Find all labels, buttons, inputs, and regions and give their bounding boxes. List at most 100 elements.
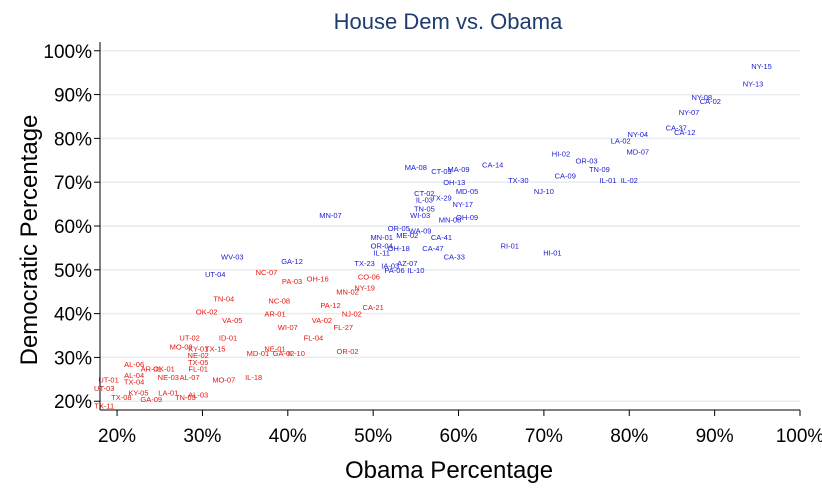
point-label: VA-02 <box>312 316 332 325</box>
point-label: GA-02 <box>273 349 295 358</box>
point-label: IL-18 <box>245 373 262 382</box>
point-label: HI-01 <box>543 248 561 257</box>
point-label: TN-03 <box>175 393 196 402</box>
point-label: NE-03 <box>158 373 179 382</box>
point-label: MN-08 <box>439 215 462 224</box>
point-label: CA-02 <box>700 97 721 106</box>
point-label: AL-03 <box>188 391 208 400</box>
point-label: FL-01 <box>188 364 208 373</box>
point-label: AZ-07 <box>397 259 417 268</box>
point-label: RI-01 <box>501 242 519 251</box>
x-axis-title: Obama Percentage <box>345 457 553 484</box>
point-label: KY-05 <box>128 388 148 397</box>
point-label: IL-03 <box>416 196 433 205</box>
point-label: UT-01 <box>98 375 118 384</box>
point-label: MN-01 <box>370 233 393 242</box>
point-label: OK-01 <box>153 364 175 373</box>
point-label: CA-12 <box>674 128 695 137</box>
point-label: UT-03 <box>94 384 114 393</box>
point-label: NY-17 <box>453 200 474 209</box>
point-label: CA-14 <box>482 161 503 170</box>
point-label: TX-29 <box>431 194 451 203</box>
y-tick-label: 30% <box>54 348 92 369</box>
point-label: NC-08 <box>268 296 290 305</box>
point-label: CA-37 <box>666 123 687 132</box>
point-label: IL-10 <box>407 266 424 275</box>
point-label: TX-23 <box>354 259 374 268</box>
point-label: AL-06 <box>124 360 144 369</box>
x-tick-labels: 20% 30% 40% 50% 60% 70% 80% 90% 100% <box>98 426 822 447</box>
x-tick-label: 80% <box>610 426 648 447</box>
point-label: OH-16 <box>307 275 329 284</box>
point-label: OH-18 <box>388 244 410 253</box>
point-label: OR-02 <box>337 347 359 356</box>
y-tick-label: 70% <box>54 173 92 194</box>
point-label: PA-12 <box>320 301 340 310</box>
gridlines <box>100 50 800 402</box>
x-tick-label: 60% <box>440 426 478 447</box>
point-label: IL-01 <box>599 176 616 185</box>
point-label: OH-09 <box>456 213 478 222</box>
chart-title: House Dem vs. Obama <box>334 9 563 34</box>
point-label: NY-19 <box>354 283 375 292</box>
point-label: WA-09 <box>409 226 432 235</box>
point-label: OR-04 <box>371 242 393 251</box>
point-label: MA-08 <box>405 163 427 172</box>
point-label: NJ-10 <box>534 187 554 196</box>
point-label: FL-27 <box>333 323 353 332</box>
point-label: NY-13 <box>743 80 764 89</box>
y-tick-labels: 20% 30% 40% 50% 60% 70% 80% 90% 100% <box>43 42 92 413</box>
point-label: TN-05 <box>414 204 435 213</box>
point-label: OR-03 <box>576 156 598 165</box>
point-label: CO-06 <box>358 272 380 281</box>
point-label: MO-07 <box>212 375 235 384</box>
point-label: WI-03 <box>410 211 430 220</box>
point-label: PA-03 <box>282 277 302 286</box>
x-tick-label: 70% <box>525 426 563 447</box>
point-label: AL-07 <box>180 373 200 382</box>
point-label: CT-02 <box>414 189 434 198</box>
y-tick-label: 60% <box>54 217 92 238</box>
point-label: AL-04 <box>124 371 144 380</box>
point-label: TX-05 <box>188 358 208 367</box>
point-label: CA-47 <box>422 244 443 253</box>
point-label: NC-07 <box>256 268 278 277</box>
x-tick-label: 30% <box>183 426 221 447</box>
point-label: TX-30 <box>508 176 528 185</box>
x-tick-label: 40% <box>269 426 307 447</box>
y-tick-label: 100% <box>43 42 92 63</box>
point-label: TN-09 <box>589 165 610 174</box>
point-label: CT-03 <box>431 167 451 176</box>
point-label: TX-08 <box>111 393 131 402</box>
point-label: MO-08 <box>170 342 193 351</box>
x-tick-label: 20% <box>98 426 136 447</box>
point-label: ID-01 <box>219 334 237 343</box>
x-tick-label: 50% <box>354 426 392 447</box>
point-label: TN-04 <box>213 294 234 303</box>
point-label: PA-06 <box>384 266 404 275</box>
y-tick-label: 50% <box>54 261 92 282</box>
point-label: NY-04 <box>628 130 649 139</box>
point-label: HI-02 <box>552 150 570 159</box>
point-label: WI-07 <box>278 323 298 332</box>
y-axis-title: Democratic Percentage <box>16 115 43 366</box>
y-tick-label: 90% <box>54 86 92 107</box>
point-label: FL-04 <box>304 334 324 343</box>
point-label: VA-05 <box>222 316 242 325</box>
point-label: IL-11 <box>373 248 390 257</box>
point-label: MN-07 <box>319 211 342 220</box>
point-label: KY-01 <box>188 345 208 354</box>
point-label: GA-09 <box>140 395 162 404</box>
y-tick-label: 80% <box>54 129 92 150</box>
point-label: NE-02 <box>188 351 209 360</box>
point-label: OH-13 <box>443 178 465 187</box>
point-label: NE-01 <box>264 345 285 354</box>
point-label: MN-02 <box>336 288 359 297</box>
y-tick-label: 20% <box>54 392 92 413</box>
point-label: TX-04 <box>124 378 144 387</box>
point-label: OK-02 <box>196 307 218 316</box>
point-label: MD-05 <box>456 187 479 196</box>
